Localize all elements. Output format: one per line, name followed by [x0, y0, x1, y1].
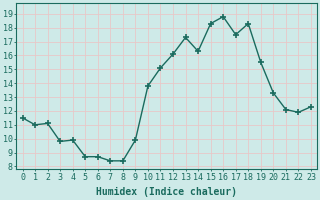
X-axis label: Humidex (Indice chaleur): Humidex (Indice chaleur)	[96, 187, 237, 197]
